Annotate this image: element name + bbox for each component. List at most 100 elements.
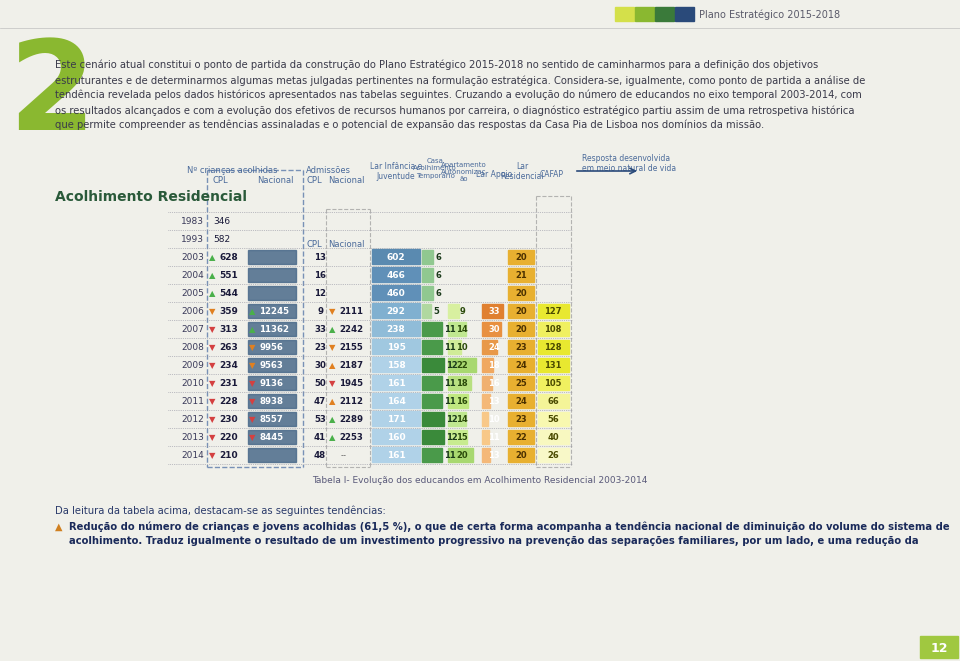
Text: ▲: ▲: [55, 522, 62, 532]
Text: 48: 48: [314, 451, 326, 461]
Bar: [248, 250, 296, 264]
Bar: [372, 339, 420, 354]
Bar: [482, 340, 497, 354]
Bar: [482, 358, 493, 372]
Text: ▼: ▼: [209, 344, 215, 352]
Text: 2006: 2006: [181, 307, 204, 317]
Text: 14: 14: [456, 415, 468, 424]
Text: 238: 238: [387, 325, 405, 334]
Text: Tabela I- Evolução dos educandos em Acolhimento Residencial 2003-2014: Tabela I- Evolução dos educandos em Acol…: [312, 476, 648, 485]
Text: 2014: 2014: [181, 451, 204, 461]
Bar: [448, 376, 471, 390]
Bar: [422, 304, 431, 318]
Bar: [248, 268, 296, 282]
Bar: [372, 303, 420, 318]
Bar: [248, 286, 296, 300]
Bar: [422, 376, 443, 390]
Text: 12: 12: [930, 641, 948, 654]
Text: 11362: 11362: [259, 325, 289, 334]
Bar: [538, 322, 569, 336]
Text: 11: 11: [444, 379, 456, 389]
Text: ▼: ▼: [249, 397, 255, 407]
Bar: [448, 304, 460, 318]
Text: 15: 15: [456, 434, 468, 442]
Bar: [482, 448, 491, 462]
Bar: [422, 358, 444, 372]
Bar: [508, 376, 534, 390]
Bar: [448, 394, 468, 408]
Text: 1945: 1945: [339, 379, 363, 389]
Text: acolhimento. Traduz igualmente o resultado de um investimento progressivo na pre: acolhimento. Traduz igualmente o resulta…: [69, 536, 919, 546]
Bar: [538, 394, 569, 408]
Text: Este cenário atual constitui o ponto de partida da construção do Plano Estratégi: Este cenário atual constitui o ponto de …: [55, 60, 818, 71]
Text: Resposta desenvolvida
em meio natural de vida: Resposta desenvolvida em meio natural de…: [582, 154, 676, 173]
Text: 2112: 2112: [339, 397, 363, 407]
Text: 5: 5: [433, 307, 439, 317]
Bar: [538, 304, 569, 318]
Text: 220: 220: [219, 434, 238, 442]
Bar: [248, 304, 296, 318]
Text: 466: 466: [387, 272, 405, 280]
Text: Redução do número de crianças e jovens acolhidas (61,5 %), o que de certa forma : Redução do número de crianças e jovens a…: [69, 522, 949, 533]
Bar: [538, 376, 569, 390]
Bar: [482, 394, 491, 408]
Text: tendência revelada pelos dados históricos apresentados nas tabelas seguintes. Cr: tendência revelada pelos dados histórico…: [55, 90, 862, 100]
Text: 20: 20: [516, 451, 527, 461]
Text: 2187: 2187: [339, 362, 363, 370]
Text: 20: 20: [516, 325, 527, 334]
Text: 50: 50: [314, 379, 325, 389]
Text: 2155: 2155: [339, 344, 363, 352]
Bar: [422, 430, 444, 444]
Bar: [508, 268, 534, 282]
Bar: [372, 429, 420, 444]
Text: 20: 20: [456, 451, 468, 461]
Text: 41: 41: [314, 434, 326, 442]
Text: 2012: 2012: [181, 415, 204, 424]
Bar: [508, 412, 534, 426]
Text: 25: 25: [516, 379, 527, 389]
Bar: [508, 448, 534, 462]
Text: ▲: ▲: [209, 253, 215, 262]
Text: 2011: 2011: [181, 397, 204, 407]
Bar: [372, 393, 420, 408]
Bar: [248, 322, 296, 336]
Bar: [635, 7, 654, 21]
Text: 195: 195: [387, 344, 405, 352]
Text: 2009: 2009: [181, 362, 204, 370]
Text: 9956: 9956: [259, 344, 283, 352]
Bar: [448, 322, 466, 336]
Bar: [422, 448, 443, 462]
Text: Admissões: Admissões: [305, 166, 350, 175]
Bar: [248, 394, 296, 408]
Text: 16: 16: [314, 272, 326, 280]
Text: ▼: ▼: [249, 379, 255, 389]
Bar: [482, 430, 489, 444]
Text: 13: 13: [314, 253, 326, 262]
Text: 8557: 8557: [259, 415, 283, 424]
Text: ▼: ▼: [249, 344, 255, 352]
Bar: [248, 430, 296, 444]
Text: 11: 11: [444, 325, 456, 334]
Bar: [538, 358, 569, 372]
Text: 24: 24: [488, 344, 500, 352]
Bar: [538, 412, 569, 426]
Text: 359: 359: [219, 307, 238, 317]
Text: Nacional: Nacional: [327, 176, 364, 185]
Text: 582: 582: [213, 235, 230, 245]
Text: 1983: 1983: [181, 217, 204, 227]
Bar: [372, 447, 420, 462]
Bar: [372, 321, 420, 336]
Text: 105: 105: [544, 379, 562, 389]
Text: 108: 108: [544, 325, 562, 334]
Text: Nacional: Nacional: [256, 176, 293, 185]
Text: 161: 161: [387, 451, 405, 461]
Bar: [448, 412, 466, 426]
Bar: [372, 411, 420, 426]
Text: ▲: ▲: [329, 325, 335, 334]
Text: ▼: ▼: [329, 379, 335, 389]
Text: 128: 128: [544, 344, 562, 352]
Text: 30: 30: [314, 362, 326, 370]
Text: 602: 602: [387, 253, 405, 262]
Text: ▲: ▲: [249, 325, 255, 334]
Text: ▼: ▼: [249, 434, 255, 442]
